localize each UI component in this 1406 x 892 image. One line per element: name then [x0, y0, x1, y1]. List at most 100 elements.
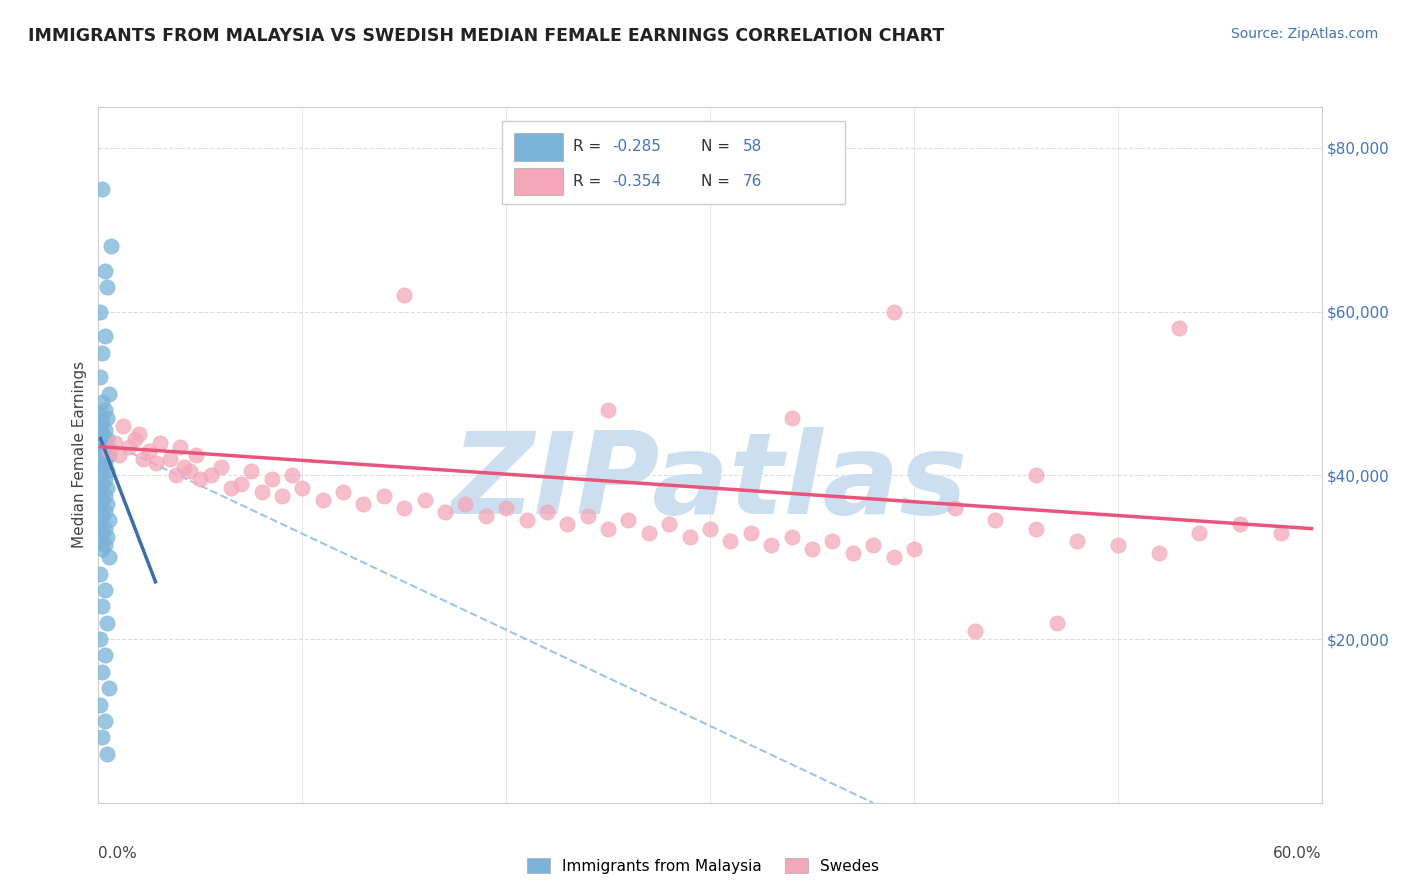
Text: -0.354: -0.354 [612, 174, 661, 189]
Point [91, 345, 114, 359]
Point [638, 525, 661, 540]
Point [1107, 538, 1129, 552]
Point [93, 264, 115, 278]
Point [240, 464, 263, 478]
Point [179, 464, 201, 478]
Point [780, 530, 803, 544]
Point [200, 468, 222, 483]
Text: ZIPatlas: ZIPatlas [451, 427, 969, 538]
Text: -0.285: -0.285 [612, 139, 661, 154]
Point [89, 370, 111, 384]
Point [617, 513, 640, 527]
Point [91, 542, 114, 557]
Point [281, 468, 304, 483]
FancyBboxPatch shape [502, 121, 845, 204]
Point [108, 448, 131, 462]
Point [91, 492, 114, 507]
Point [219, 481, 242, 495]
Point [89, 484, 111, 499]
Point [841, 546, 863, 560]
Text: Source: ZipAtlas.com: Source: ZipAtlas.com [1230, 27, 1378, 41]
Point [291, 481, 314, 495]
Point [97, 386, 120, 401]
Point [93, 505, 115, 519]
Point [91, 460, 114, 475]
Point [943, 501, 966, 516]
Point [260, 473, 283, 487]
Point [761, 538, 783, 552]
Point [89, 304, 111, 318]
Point [883, 550, 905, 565]
Point [96, 747, 118, 761]
Point [91, 394, 114, 409]
Point [124, 432, 146, 446]
Point [89, 407, 111, 421]
Point [91, 415, 114, 429]
Point [91, 599, 114, 614]
Point [186, 448, 208, 462]
Point [128, 427, 150, 442]
Point [104, 435, 127, 450]
Point [89, 698, 111, 712]
Point [93, 473, 115, 487]
Point [679, 530, 702, 544]
Point [557, 517, 579, 532]
Y-axis label: Median Female Earnings: Median Female Earnings [72, 361, 87, 549]
FancyBboxPatch shape [515, 133, 564, 161]
Point [89, 632, 111, 646]
Point [250, 484, 273, 499]
Point [169, 440, 191, 454]
Point [495, 501, 517, 516]
FancyBboxPatch shape [515, 168, 564, 195]
Point [780, 411, 803, 425]
Point [801, 542, 824, 557]
Point [434, 505, 457, 519]
Point [93, 403, 115, 417]
Point [332, 484, 354, 499]
Legend: Immigrants from Malaysia, Swedes: Immigrants from Malaysia, Swedes [520, 852, 886, 880]
Point [96, 497, 118, 511]
Point [91, 476, 114, 491]
Point [149, 435, 172, 450]
Point [720, 533, 742, 548]
Point [89, 517, 111, 532]
Point [97, 513, 120, 527]
Point [96, 464, 118, 478]
Point [516, 513, 538, 527]
Point [138, 443, 160, 458]
Point [1147, 546, 1170, 560]
Point [965, 624, 987, 638]
Point [96, 411, 118, 425]
Point [173, 460, 195, 475]
Point [821, 533, 844, 548]
Point [93, 648, 115, 663]
Point [96, 530, 118, 544]
Point [132, 452, 155, 467]
Point [89, 468, 111, 483]
Point [699, 522, 721, 536]
Text: 60.0%: 60.0% [1274, 846, 1322, 861]
Point [903, 542, 925, 557]
Point [93, 489, 115, 503]
Point [97, 550, 120, 565]
Point [93, 714, 115, 728]
Point [159, 452, 181, 467]
Point [1025, 522, 1047, 536]
Point [165, 468, 187, 483]
Point [1229, 517, 1251, 532]
Point [474, 509, 498, 524]
Point [576, 509, 599, 524]
Point [93, 538, 115, 552]
Point [91, 665, 114, 679]
Point [97, 448, 120, 462]
Point [91, 525, 114, 540]
Point [1188, 525, 1211, 540]
Point [536, 505, 558, 519]
Point [145, 456, 167, 470]
Point [96, 615, 118, 630]
Point [89, 435, 111, 450]
Point [1025, 468, 1047, 483]
Point [97, 443, 120, 458]
Point [862, 538, 884, 552]
Text: IMMIGRANTS FROM MALAYSIA VS SWEDISH MEDIAN FEMALE EARNINGS CORRELATION CHART: IMMIGRANTS FROM MALAYSIA VS SWEDISH MEDI… [28, 27, 945, 45]
